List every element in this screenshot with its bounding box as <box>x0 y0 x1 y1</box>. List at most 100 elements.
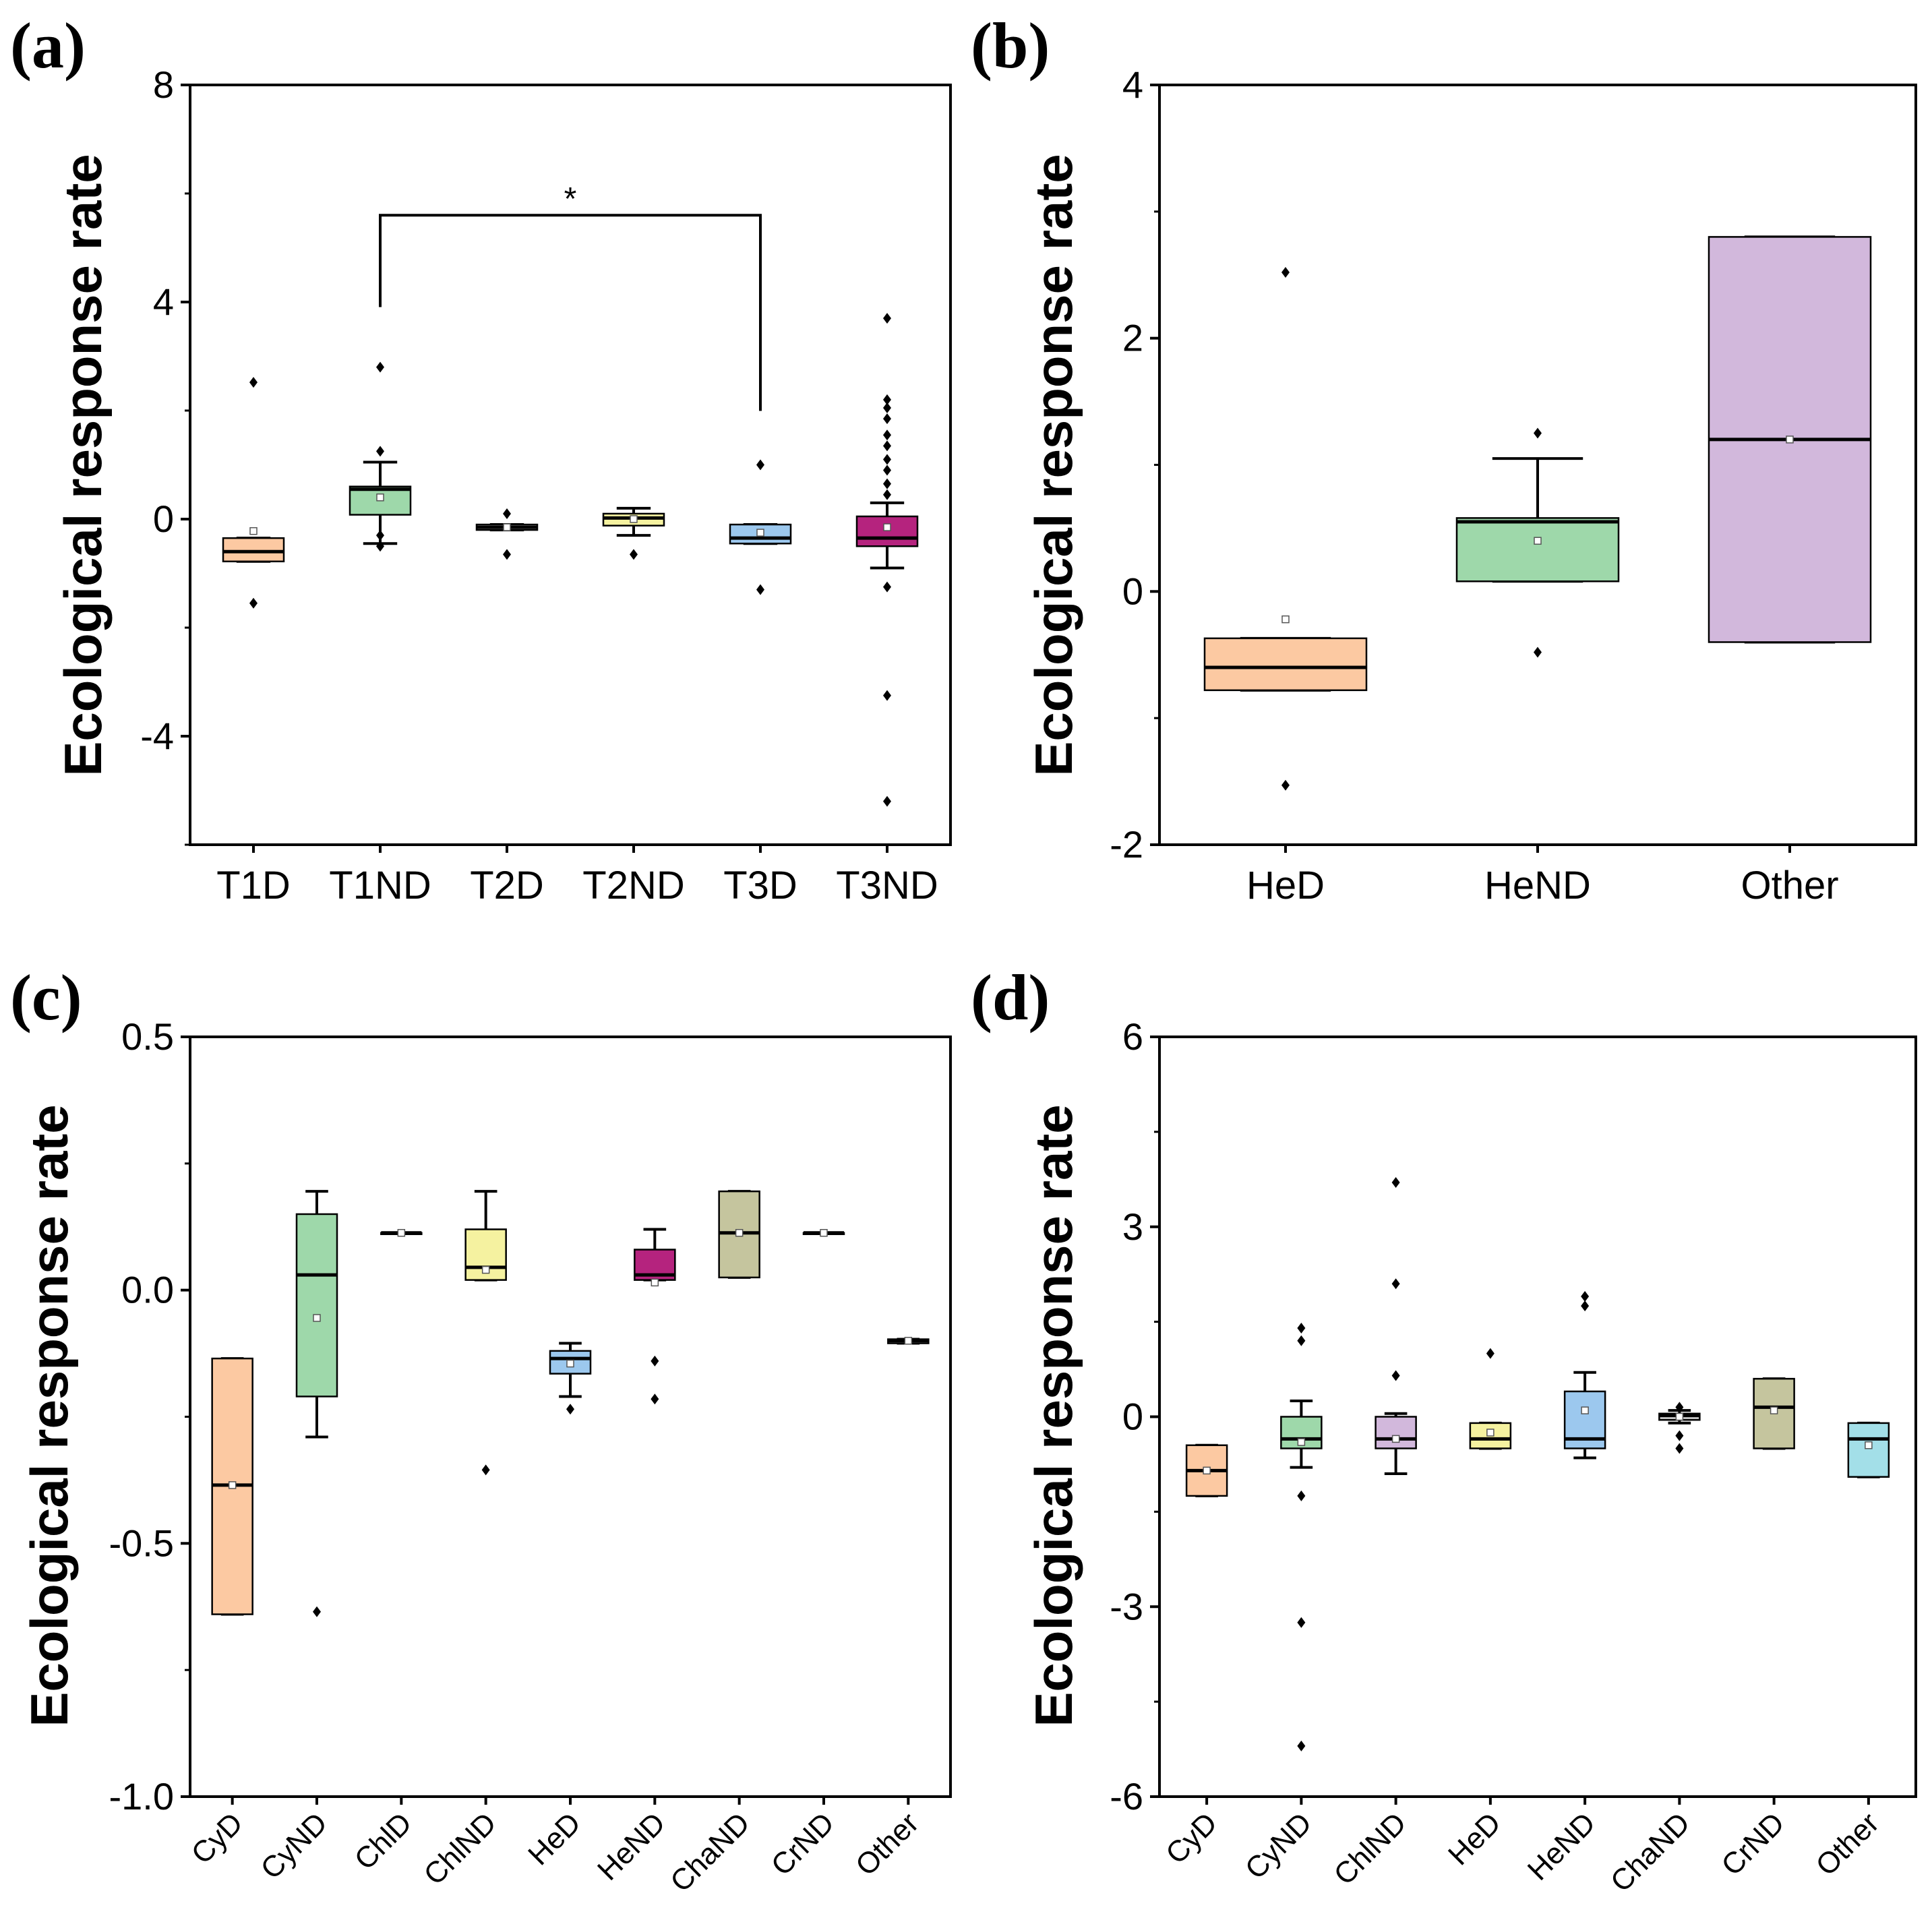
outlier-point <box>1581 1291 1590 1302</box>
y-tick-label: 6 <box>1122 1015 1143 1058</box>
box-HeND <box>1563 1291 1606 1460</box>
box-CrND <box>1753 1377 1795 1450</box>
x-tick-label: HeND <box>1484 864 1591 907</box>
outlier-point <box>883 429 891 441</box>
x-tick-label: HeND <box>1521 1806 1602 1886</box>
box-body <box>295 1213 338 1398</box>
x-tick-label: ChlND <box>1327 1806 1412 1891</box>
mean-marker <box>883 523 891 531</box>
box-ChaND <box>718 1190 760 1279</box>
box-HeD <box>549 1342 592 1415</box>
outlier-point <box>503 549 511 560</box>
mean-marker <box>630 515 638 523</box>
outlier-point <box>883 413 891 425</box>
box-T3D <box>729 459 792 595</box>
mean-marker <box>566 1359 574 1368</box>
outlier-point <box>1534 427 1542 439</box>
y-tick-label: 0 <box>153 498 174 540</box>
x-tick-label: T2ND <box>582 864 684 907</box>
outlier-point <box>1391 1177 1400 1189</box>
x-tick-label: T1ND <box>329 864 431 907</box>
y-tick-label: -0.5 <box>109 1522 175 1564</box>
box-CyD <box>1185 1443 1228 1497</box>
outlier-point <box>376 530 384 541</box>
outlier-point <box>1297 1335 1306 1346</box>
box-HeD <box>1469 1348 1512 1450</box>
mean-marker <box>503 523 511 531</box>
x-tick-label: T1D <box>216 864 291 907</box>
box-body <box>1847 1422 1890 1478</box>
outlier-point <box>883 454 891 465</box>
panel-label-b: (b) <box>971 9 1050 82</box>
significance-label: * <box>564 181 577 217</box>
panel-label-c: (c) <box>10 961 82 1033</box>
plot-area-d: 6 3 0 -3 -6 CyD CyND ChlND HeD HeND ChaND CrND Other <box>1110 1015 1917 1898</box>
box-T2ND <box>602 506 665 560</box>
outlier-point <box>883 394 891 405</box>
mean-marker <box>313 1314 321 1322</box>
mean-marker <box>1581 1406 1589 1414</box>
y-tick-label: -6 <box>1110 1775 1143 1818</box>
x-tick-label: CyD <box>1159 1806 1224 1870</box>
mean-marker <box>820 1229 828 1237</box>
outlier-point <box>1534 647 1542 658</box>
ylabel-d: Ecological response rate <box>1024 1104 1083 1727</box>
panel-b: (b) Ecological response rate 4 2 0 -2 HeD HeN… <box>971 9 1917 907</box>
outlier-point <box>1297 1323 1306 1334</box>
mean-marker <box>397 1229 406 1237</box>
mean-marker <box>1297 1438 1306 1446</box>
x-tick-label: ChaND <box>664 1806 756 1898</box>
panel-label-a: (a) <box>10 9 86 82</box>
y-tick-label: 4 <box>1122 63 1143 106</box>
outlier-point <box>883 313 891 324</box>
mean-marker <box>1534 537 1542 545</box>
x-tick-label: HeD <box>1442 1806 1507 1871</box>
panel-a: (a) Ecological response rate 8 4 0 -4 T1D T1N… <box>10 9 952 907</box>
x-tick-label: CyD <box>185 1806 249 1870</box>
y-tick-label: -4 <box>140 715 174 757</box>
box-HeD <box>1203 266 1368 791</box>
outlier-point <box>1486 1348 1495 1359</box>
outlier-point <box>1297 1740 1306 1751</box>
box-body <box>1455 517 1620 582</box>
x-tick-label: CyND <box>1239 1806 1319 1886</box>
y-tick-label: 0 <box>1122 570 1143 612</box>
x-tick-label: HeD <box>1246 864 1325 907</box>
y-tick-label: -2 <box>1110 823 1143 866</box>
outlier-point <box>883 489 891 500</box>
outlier-point <box>249 377 258 388</box>
x-tick-label: Other <box>849 1806 925 1882</box>
x-tick-label: CyND <box>254 1806 334 1886</box>
mean-marker <box>228 1481 237 1489</box>
y-tick-label: 3 <box>1122 1205 1143 1248</box>
x-tick-label: T3ND <box>836 864 938 907</box>
box-ChlND <box>1375 1177 1417 1476</box>
box-HeND <box>634 1228 676 1405</box>
x-tick-label: ChlD <box>349 1806 419 1876</box>
mean-marker <box>735 1229 744 1237</box>
x-tick-label: T3D <box>723 864 797 907</box>
box-ChlND <box>464 1190 507 1476</box>
mean-marker <box>904 1337 913 1345</box>
box-CyD <box>211 1357 253 1616</box>
ylabel-a: Ecological response rate <box>53 154 113 776</box>
y-tick-label: 0.5 <box>121 1015 174 1058</box>
y-tick-label: 4 <box>153 280 174 323</box>
ylabel-c: Ecological response rate <box>20 1104 79 1727</box>
outlier-point <box>503 508 511 519</box>
box-ChlD <box>380 1229 423 1237</box>
mean-marker <box>1486 1429 1495 1437</box>
x-tick-label: Other <box>1741 864 1838 907</box>
box-HeND <box>1455 427 1620 658</box>
x-tick-label: HeND <box>591 1806 671 1886</box>
box-body <box>1375 1416 1417 1449</box>
y-tick-label: 8 <box>153 63 174 106</box>
box-Other <box>1847 1421 1890 1478</box>
outlier-point <box>651 1393 659 1405</box>
y-tick-label: -3 <box>1110 1585 1143 1627</box>
mean-marker <box>1770 1406 1778 1414</box>
outlier-point <box>883 464 891 476</box>
outlier-point <box>756 584 764 595</box>
